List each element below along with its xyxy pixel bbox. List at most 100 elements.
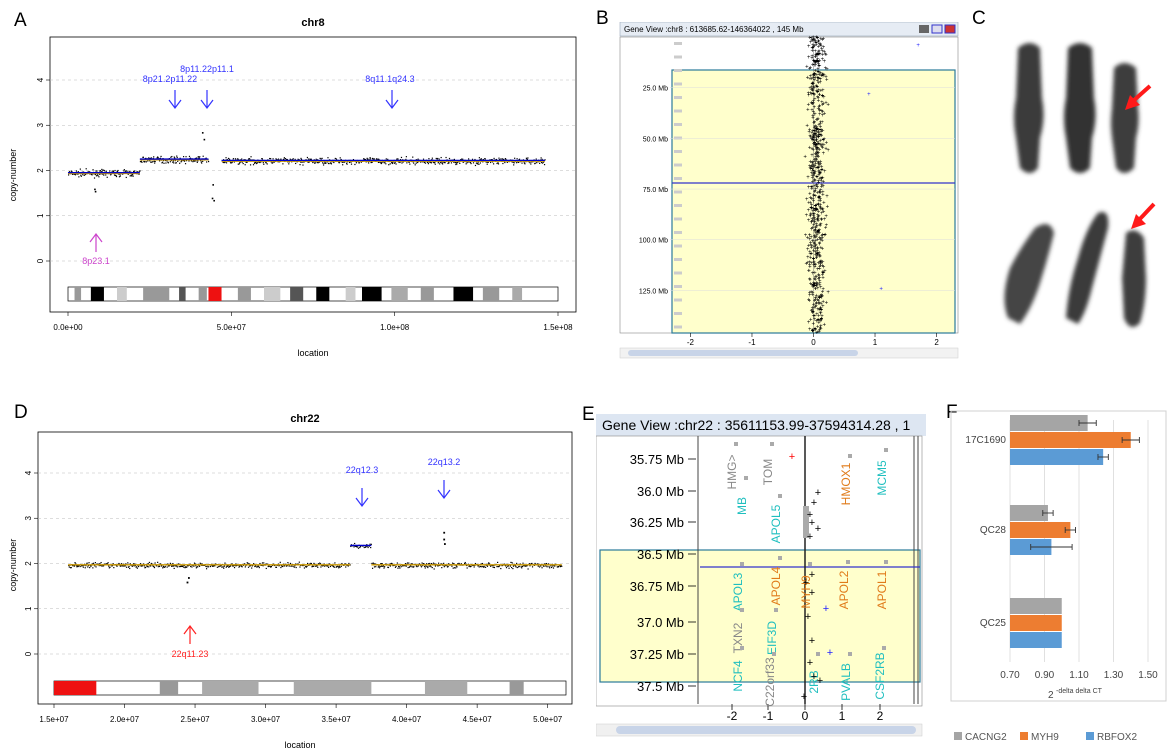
panel-a-point bbox=[379, 161, 381, 163]
panel-d-point bbox=[125, 566, 128, 568]
panel-a-point bbox=[325, 162, 327, 164]
panel-b-point: + bbox=[814, 42, 818, 48]
panel-b-point: + bbox=[817, 190, 821, 196]
panel-b-band-mark bbox=[674, 298, 682, 302]
panel-e-point: + bbox=[807, 509, 813, 521]
panel-b-point: + bbox=[813, 54, 817, 60]
panel-d-point bbox=[331, 565, 333, 567]
panel-b-point: + bbox=[817, 173, 821, 179]
panel-a-point bbox=[284, 157, 286, 160]
panel-a-point bbox=[315, 158, 317, 160]
panel-a-point bbox=[339, 161, 341, 163]
panel-b-point: + bbox=[823, 49, 827, 55]
panel-a-ideogram-band bbox=[237, 287, 251, 301]
panel-d-point bbox=[193, 562, 196, 564]
panel-b-point: + bbox=[817, 198, 821, 204]
panel-d-point bbox=[493, 566, 496, 569]
panel-d-point bbox=[429, 562, 431, 565]
panel-d-point bbox=[559, 565, 561, 567]
panel-b-point: + bbox=[821, 270, 825, 276]
panel-d-point bbox=[141, 565, 143, 567]
panel-b-point: + bbox=[817, 155, 821, 161]
panel-a-point bbox=[513, 162, 515, 164]
panel-d-point bbox=[523, 565, 525, 567]
panel-b-band-mark bbox=[674, 285, 682, 288]
panel-b-point: + bbox=[818, 228, 822, 234]
panel-a-point bbox=[245, 161, 247, 164]
panel-b-point: + bbox=[810, 137, 814, 143]
panel-b-point: + bbox=[815, 145, 819, 151]
panel-b-point: + bbox=[819, 245, 823, 251]
panel-b-point: + bbox=[812, 193, 816, 199]
panel-b-point: + bbox=[819, 77, 823, 83]
panel-b-point: + bbox=[821, 269, 825, 275]
panel-d-point bbox=[144, 566, 147, 568]
panel-d-point bbox=[451, 562, 454, 564]
panel-b-point: + bbox=[816, 59, 820, 65]
panel-b-point: + bbox=[812, 213, 816, 219]
panel-b-point: + bbox=[811, 160, 815, 166]
panel-a-point bbox=[439, 163, 441, 165]
panel-a-point bbox=[153, 156, 155, 158]
panel-b-point: + bbox=[819, 285, 823, 291]
panel-a-point bbox=[319, 157, 321, 159]
panel-a-point bbox=[92, 169, 94, 171]
panel-d-point bbox=[258, 565, 260, 568]
panel-b-point: + bbox=[813, 60, 817, 66]
panel-d-point bbox=[173, 567, 175, 570]
panel-a-point bbox=[151, 161, 153, 163]
panel-b-point: + bbox=[808, 35, 812, 41]
panel-d-point bbox=[387, 566, 390, 569]
panel-b-point: + bbox=[809, 261, 813, 267]
panel-d-point bbox=[153, 566, 155, 568]
panel-d-point bbox=[427, 566, 429, 569]
panel-d-point bbox=[418, 563, 421, 565]
panel-d-point bbox=[232, 565, 234, 567]
panel-d-point bbox=[270, 566, 272, 568]
panel-a-point bbox=[377, 161, 380, 164]
panel-b-point: + bbox=[819, 238, 823, 244]
panel-a-point bbox=[285, 158, 287, 161]
panel-a-point bbox=[171, 155, 173, 158]
panel-b-point: + bbox=[810, 92, 814, 98]
panel-a-point bbox=[322, 164, 325, 166]
panel-b-point: + bbox=[809, 101, 813, 107]
panel-b-point: + bbox=[813, 131, 817, 137]
panel-a-ideogram-band bbox=[391, 287, 408, 301]
panel-b-point: + bbox=[809, 65, 813, 71]
panel-b-point: + bbox=[813, 132, 817, 138]
panel-a-point bbox=[125, 170, 127, 172]
panel-d-point bbox=[382, 565, 384, 567]
panel-b-point: + bbox=[812, 134, 816, 140]
panel-d-point bbox=[486, 565, 489, 567]
panel-d-point bbox=[99, 563, 101, 565]
panel-d-point bbox=[556, 566, 558, 568]
panel-d-point bbox=[232, 565, 234, 567]
panel-a-point bbox=[239, 162, 241, 164]
panel-b-point: + bbox=[811, 73, 815, 79]
panel-b-point: + bbox=[816, 116, 820, 122]
panel-d-point bbox=[261, 562, 264, 564]
panel-a-point bbox=[158, 160, 161, 162]
panel-b-point: + bbox=[805, 213, 809, 219]
panel-d-point bbox=[510, 566, 513, 569]
panel-a-ideogram-band bbox=[512, 287, 523, 301]
panel-d-point bbox=[288, 565, 290, 567]
panel-d-point bbox=[518, 565, 520, 568]
panel-e-point: + bbox=[807, 657, 813, 669]
panel-d-point bbox=[320, 566, 322, 568]
panel-b-point: + bbox=[806, 75, 810, 81]
panel-b-point: + bbox=[816, 127, 820, 133]
panel-d-point bbox=[185, 566, 187, 568]
panel-d-point bbox=[464, 562, 466, 565]
panel-d-point bbox=[213, 565, 215, 567]
panel-b-point: + bbox=[819, 319, 823, 325]
panel-d-point bbox=[444, 564, 446, 567]
panel-b-point: + bbox=[813, 60, 817, 66]
panel-b-point: + bbox=[821, 190, 825, 196]
panel-d-point bbox=[545, 562, 548, 565]
panel-d-point bbox=[316, 565, 318, 567]
panel-b-point: + bbox=[812, 215, 816, 221]
panel-a-point bbox=[196, 161, 198, 163]
panel-d-point bbox=[527, 568, 529, 570]
